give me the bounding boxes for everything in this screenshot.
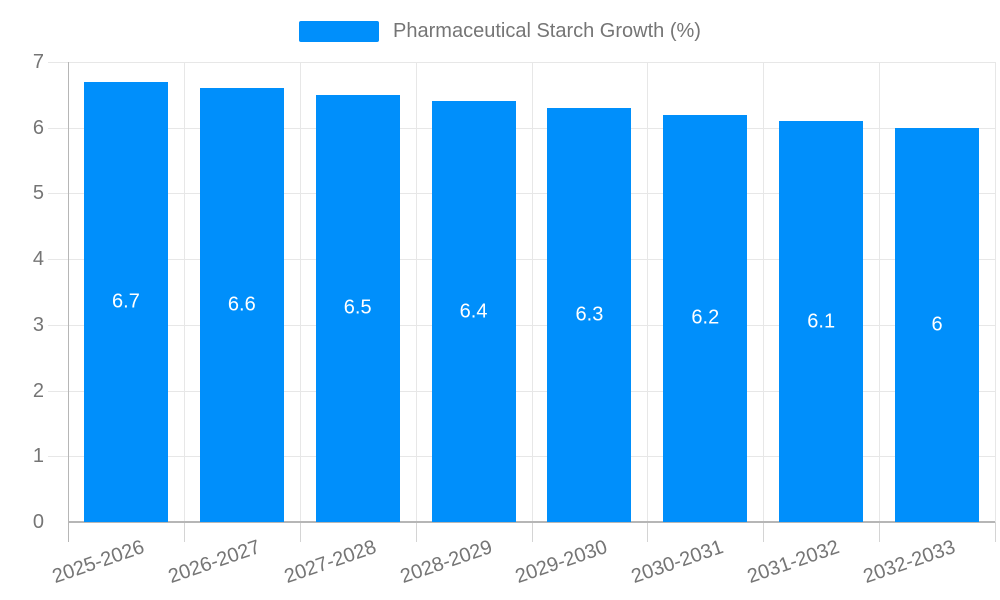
y-gridline <box>48 390 995 392</box>
y-axis-label: 3 <box>32 313 44 336</box>
y-axis-line <box>68 62 69 542</box>
x-axis-line <box>68 521 995 523</box>
bar-value-label: 6 <box>931 313 943 336</box>
x-gridline <box>415 62 417 522</box>
x-axis-label: 2028-2029 <box>397 536 495 588</box>
y-gridline <box>48 324 995 326</box>
bar[interactable]: 6.5 <box>315 94 400 522</box>
y-axis-label: 6 <box>32 116 44 139</box>
x-gridline <box>763 62 765 522</box>
bar-value-label: 6.2 <box>691 306 720 329</box>
bar[interactable]: 6.1 <box>779 121 864 522</box>
y-gridline <box>48 259 995 261</box>
x-gridline <box>879 62 881 522</box>
bar[interactable]: 6.4 <box>431 101 516 522</box>
x-gridline <box>995 62 996 522</box>
legend[interactable]: Pharmaceutical Starch Growth (%) <box>0 20 1000 43</box>
bar[interactable]: 6.6 <box>199 88 284 522</box>
x-axis-tick <box>183 522 185 542</box>
legend-swatch <box>299 21 380 42</box>
y-gridline <box>48 62 995 63</box>
x-axis-label: 2030-2031 <box>628 536 727 588</box>
x-axis-label: 2031-2032 <box>744 536 843 588</box>
y-gridline <box>48 193 995 195</box>
bar[interactable]: 6.7 <box>83 81 168 522</box>
bar[interactable]: 6.2 <box>663 114 748 522</box>
x-axis-label: 2029-2030 <box>512 536 611 588</box>
x-gridline <box>183 62 185 522</box>
bar[interactable]: 6 <box>895 127 980 522</box>
bar-value-label: 6.3 <box>575 303 604 326</box>
y-axis-label: 0 <box>32 511 44 533</box>
y-gridline <box>48 456 995 458</box>
x-axis-tick <box>299 522 301 542</box>
x-axis-label: 2032-2033 <box>860 536 959 588</box>
x-axis-label: 2025-2026 <box>49 536 148 588</box>
x-gridline <box>299 62 301 522</box>
bar-value-label: 6.5 <box>343 296 372 319</box>
bar-value-label: 6.7 <box>112 290 140 313</box>
x-gridline <box>647 62 649 522</box>
x-axis-label: 2026-2027 <box>165 536 263 588</box>
x-axis-tick <box>995 522 996 542</box>
x-axis-tick <box>763 522 765 542</box>
x-axis-tick <box>531 522 533 542</box>
x-axis-label: 2027-2028 <box>281 536 379 588</box>
x-axis-tick <box>647 522 649 542</box>
y-axis-label: 7 <box>32 51 44 73</box>
bar-value-label: 6.1 <box>807 310 836 333</box>
y-axis-label: 4 <box>32 248 44 271</box>
bar-value-label: 6.4 <box>459 300 488 323</box>
plot-area: 0 1 2 3 4 5 6 7 6.7 2025-2026 6.6 2026-2027 6.5 2027-… <box>33 52 996 588</box>
bar-value-label: 6.6 <box>227 293 256 316</box>
x-gridline <box>531 62 533 522</box>
y-axis-label: 1 <box>32 445 44 468</box>
x-axis-tick <box>879 522 881 542</box>
y-gridline <box>48 127 995 129</box>
y-axis-label: 2 <box>32 379 44 402</box>
x-axis-tick <box>415 522 417 542</box>
y-axis-label: 5 <box>32 182 44 205</box>
legend-label: Pharmaceutical Starch Growth (%) <box>393 20 701 42</box>
bar[interactable]: 6.3 <box>547 108 632 522</box>
